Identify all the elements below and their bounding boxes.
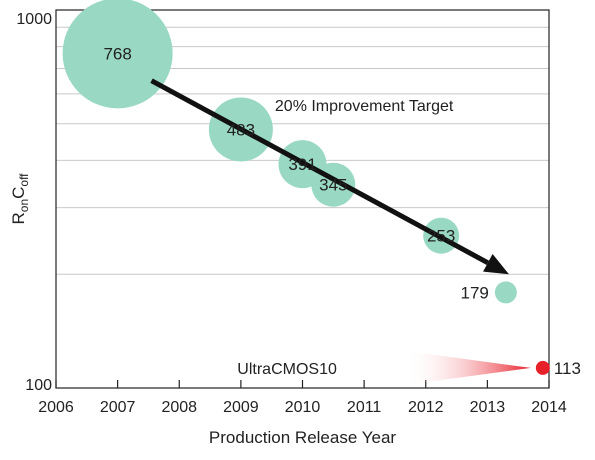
axis-ticks	[55, 380, 550, 388]
data-label-253: 253	[427, 227, 455, 246]
ultracmos-label: UltraCMOS10	[237, 361, 337, 378]
y-axis-title-on: on	[17, 199, 31, 212]
y-axis-title-c: C	[9, 187, 28, 199]
data-label-768: 768	[103, 44, 131, 63]
point-113	[535, 360, 550, 375]
x-tick-label: 2007	[100, 399, 136, 416]
ultracmos-arrow	[405, 350, 531, 385]
data-label-179: 179	[460, 283, 488, 302]
y-tick-label: 1000	[16, 11, 52, 28]
y-axis-title: RonCoff	[9, 173, 31, 225]
point-179	[494, 281, 517, 304]
x-tick-label: 2013	[470, 399, 506, 416]
improvement-target-label: 20% Improvement Target	[275, 98, 454, 115]
x-tick-label: 2011	[347, 399, 382, 416]
trend-arrow-head	[483, 253, 509, 275]
x-tick-label: 2014	[531, 399, 567, 416]
chart-labels: 2006 2007 2008 2009 2010 2011 2012 2013 2014 1000…	[16, 11, 581, 416]
x-tick-label: 2010	[285, 399, 321, 416]
x-tick-label: 2008	[161, 399, 197, 416]
x-tick-label: 2009	[223, 399, 259, 416]
y-tick-label: 100	[25, 377, 52, 394]
chart-marks	[62, 0, 550, 385]
trend-arrow-line	[150, 78, 490, 265]
data-label-391: 391	[288, 155, 316, 174]
y-axis-title-off: off	[17, 173, 31, 187]
point-768	[62, 0, 173, 109]
x-tick-label: 2012	[408, 399, 444, 416]
data-label-483: 483	[227, 120, 255, 139]
data-label-113: 113	[554, 359, 581, 378]
x-axis-title: Production Release Year	[209, 428, 396, 447]
x-tick-label: 2006	[38, 399, 74, 416]
data-label-345: 345	[319, 176, 347, 195]
y-axis-title-r: R	[9, 212, 28, 224]
